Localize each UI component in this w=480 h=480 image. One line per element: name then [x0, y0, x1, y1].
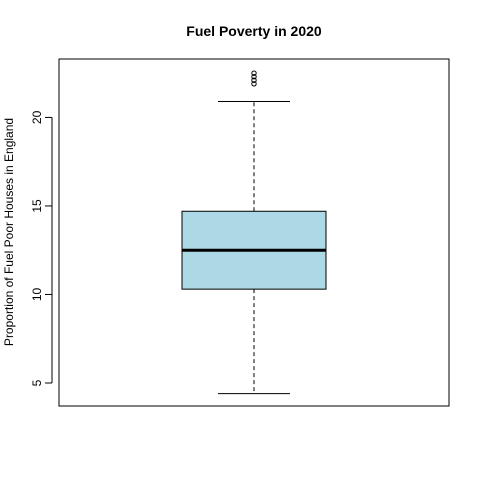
y-tick-label: 20: [30, 110, 44, 124]
chart-title: Fuel Poverty in 2020: [186, 23, 322, 39]
outlier-point: [251, 74, 257, 80]
outlier-point: [251, 77, 257, 83]
outlier-point: [251, 81, 257, 87]
outlier-group: [251, 70, 257, 87]
box-group: [181, 100, 327, 395]
y-tick-label: 10: [30, 287, 44, 301]
y-axis-label: Proportion of Fuel Poor Houses in Englan…: [2, 118, 16, 346]
y-tick-label: 5: [30, 379, 44, 386]
plot-frame: [58, 58, 450, 407]
y-axis: 5 10 15 20: [30, 110, 53, 386]
y-tick-label: 15: [30, 199, 44, 213]
outlier-point: [251, 70, 257, 76]
